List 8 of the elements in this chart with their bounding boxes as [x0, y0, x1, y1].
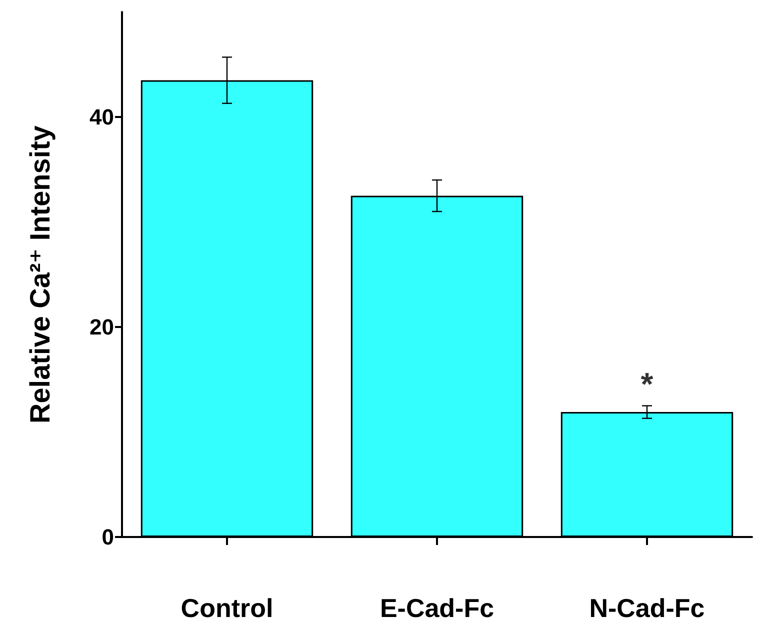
y-tick-label: 0 — [102, 524, 114, 550]
annotation: * — [640, 366, 654, 402]
y-tick-label: 40 — [90, 104, 114, 130]
y-axis-title: Relative Ca²⁺ Intensity — [24, 125, 56, 424]
x-tick-label: E-Cad-Fc — [380, 593, 494, 623]
x-tick-label: Control — [180, 593, 274, 623]
y-tick-label: 20 — [90, 314, 114, 340]
x-tick-label: N-Cad-Fc — [589, 593, 705, 623]
